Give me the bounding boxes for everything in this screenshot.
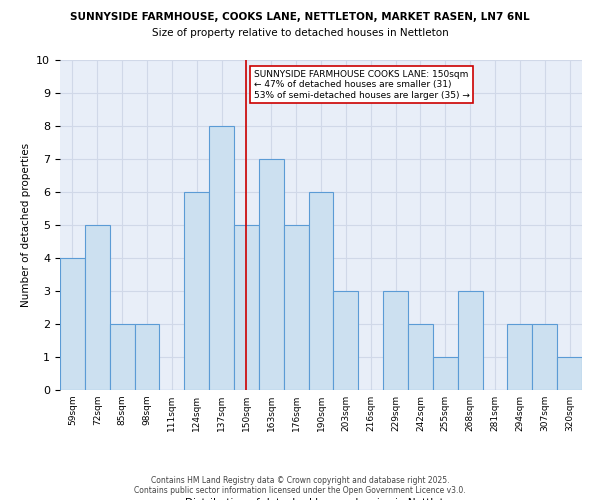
Bar: [85, 225, 110, 390]
Bar: [259, 159, 284, 390]
Text: SUNNYSIDE FARMHOUSE, COOKS LANE, NETTLETON, MARKET RASEN, LN7 6NL: SUNNYSIDE FARMHOUSE, COOKS LANE, NETTLET…: [70, 12, 530, 22]
Bar: [557, 357, 582, 390]
Bar: [433, 357, 458, 390]
Bar: [284, 225, 308, 390]
Text: Contains HM Land Registry data © Crown copyright and database right 2025.
Contai: Contains HM Land Registry data © Crown c…: [134, 476, 466, 495]
Bar: [209, 126, 234, 390]
Text: SUNNYSIDE FARMHOUSE COOKS LANE: 150sqm
← 47% of detached houses are smaller (31): SUNNYSIDE FARMHOUSE COOKS LANE: 150sqm ←…: [254, 70, 470, 100]
Bar: [308, 192, 334, 390]
Bar: [234, 225, 259, 390]
Bar: [110, 324, 134, 390]
Bar: [134, 324, 160, 390]
Bar: [334, 291, 358, 390]
Bar: [383, 291, 408, 390]
X-axis label: Distribution of detached houses by size in Nettleton: Distribution of detached houses by size …: [185, 498, 457, 500]
Text: Size of property relative to detached houses in Nettleton: Size of property relative to detached ho…: [152, 28, 448, 38]
Bar: [408, 324, 433, 390]
Bar: [458, 291, 482, 390]
Bar: [184, 192, 209, 390]
Y-axis label: Number of detached properties: Number of detached properties: [21, 143, 31, 307]
Bar: [60, 258, 85, 390]
Bar: [532, 324, 557, 390]
Bar: [508, 324, 532, 390]
